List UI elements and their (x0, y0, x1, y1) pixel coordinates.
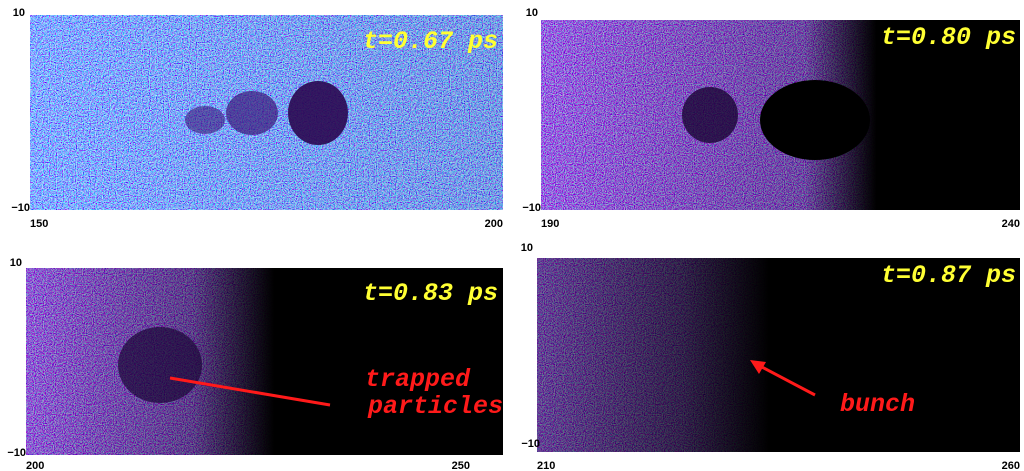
annotation: particles (367, 392, 503, 421)
panel: t=0.80 ps 10 −10 190 240 (522, 7, 1020, 230)
x-tick-label: 240 (1002, 218, 1020, 230)
x-tick-label: 150 (30, 218, 48, 230)
bubble (118, 327, 202, 403)
x-tick-label: 190 (541, 218, 559, 230)
annotation: trapped (365, 365, 471, 394)
arrow (757, 363, 816, 397)
bubble (288, 81, 348, 145)
x-tick-label: 200 (26, 460, 44, 471)
bubble (226, 91, 278, 135)
image-shade (26, 268, 503, 455)
panel: t=0.87 ps bunch 10 −10 210 260 (521, 242, 1020, 471)
time-label: t=0.67 ps (363, 27, 498, 56)
arrow (169, 376, 331, 407)
image-shade (537, 258, 1020, 452)
y-tick-label: 10 (526, 7, 538, 19)
arrow-head (750, 360, 766, 374)
time-label: t=0.80 ps (881, 23, 1016, 52)
x-tick-label: 260 (1002, 460, 1020, 471)
y-tick-label: −10 (522, 202, 541, 214)
bubble (185, 106, 225, 134)
time-label: t=0.83 ps (363, 279, 498, 308)
y-tick-label: 10 (13, 7, 25, 19)
y-tick-label: −10 (11, 202, 30, 214)
y-tick-label: −10 (7, 447, 26, 459)
y-tick-label: 10 (521, 242, 533, 254)
bubble (760, 80, 870, 160)
y-tick-label: 10 (10, 257, 22, 269)
x-tick-label: 210 (537, 460, 555, 471)
x-tick-label: 200 (485, 218, 503, 230)
panel: t=0.67 ps 10 −10 150 200 (11, 7, 503, 230)
annotation: bunch (840, 390, 915, 419)
panel: t=0.83 ps trapped particles 10 −10 200 2… (7, 257, 503, 471)
y-tick-label: −10 (521, 438, 540, 450)
x-tick-label: 250 (452, 460, 470, 471)
time-label: t=0.87 ps (881, 261, 1016, 290)
bubble (682, 87, 738, 143)
